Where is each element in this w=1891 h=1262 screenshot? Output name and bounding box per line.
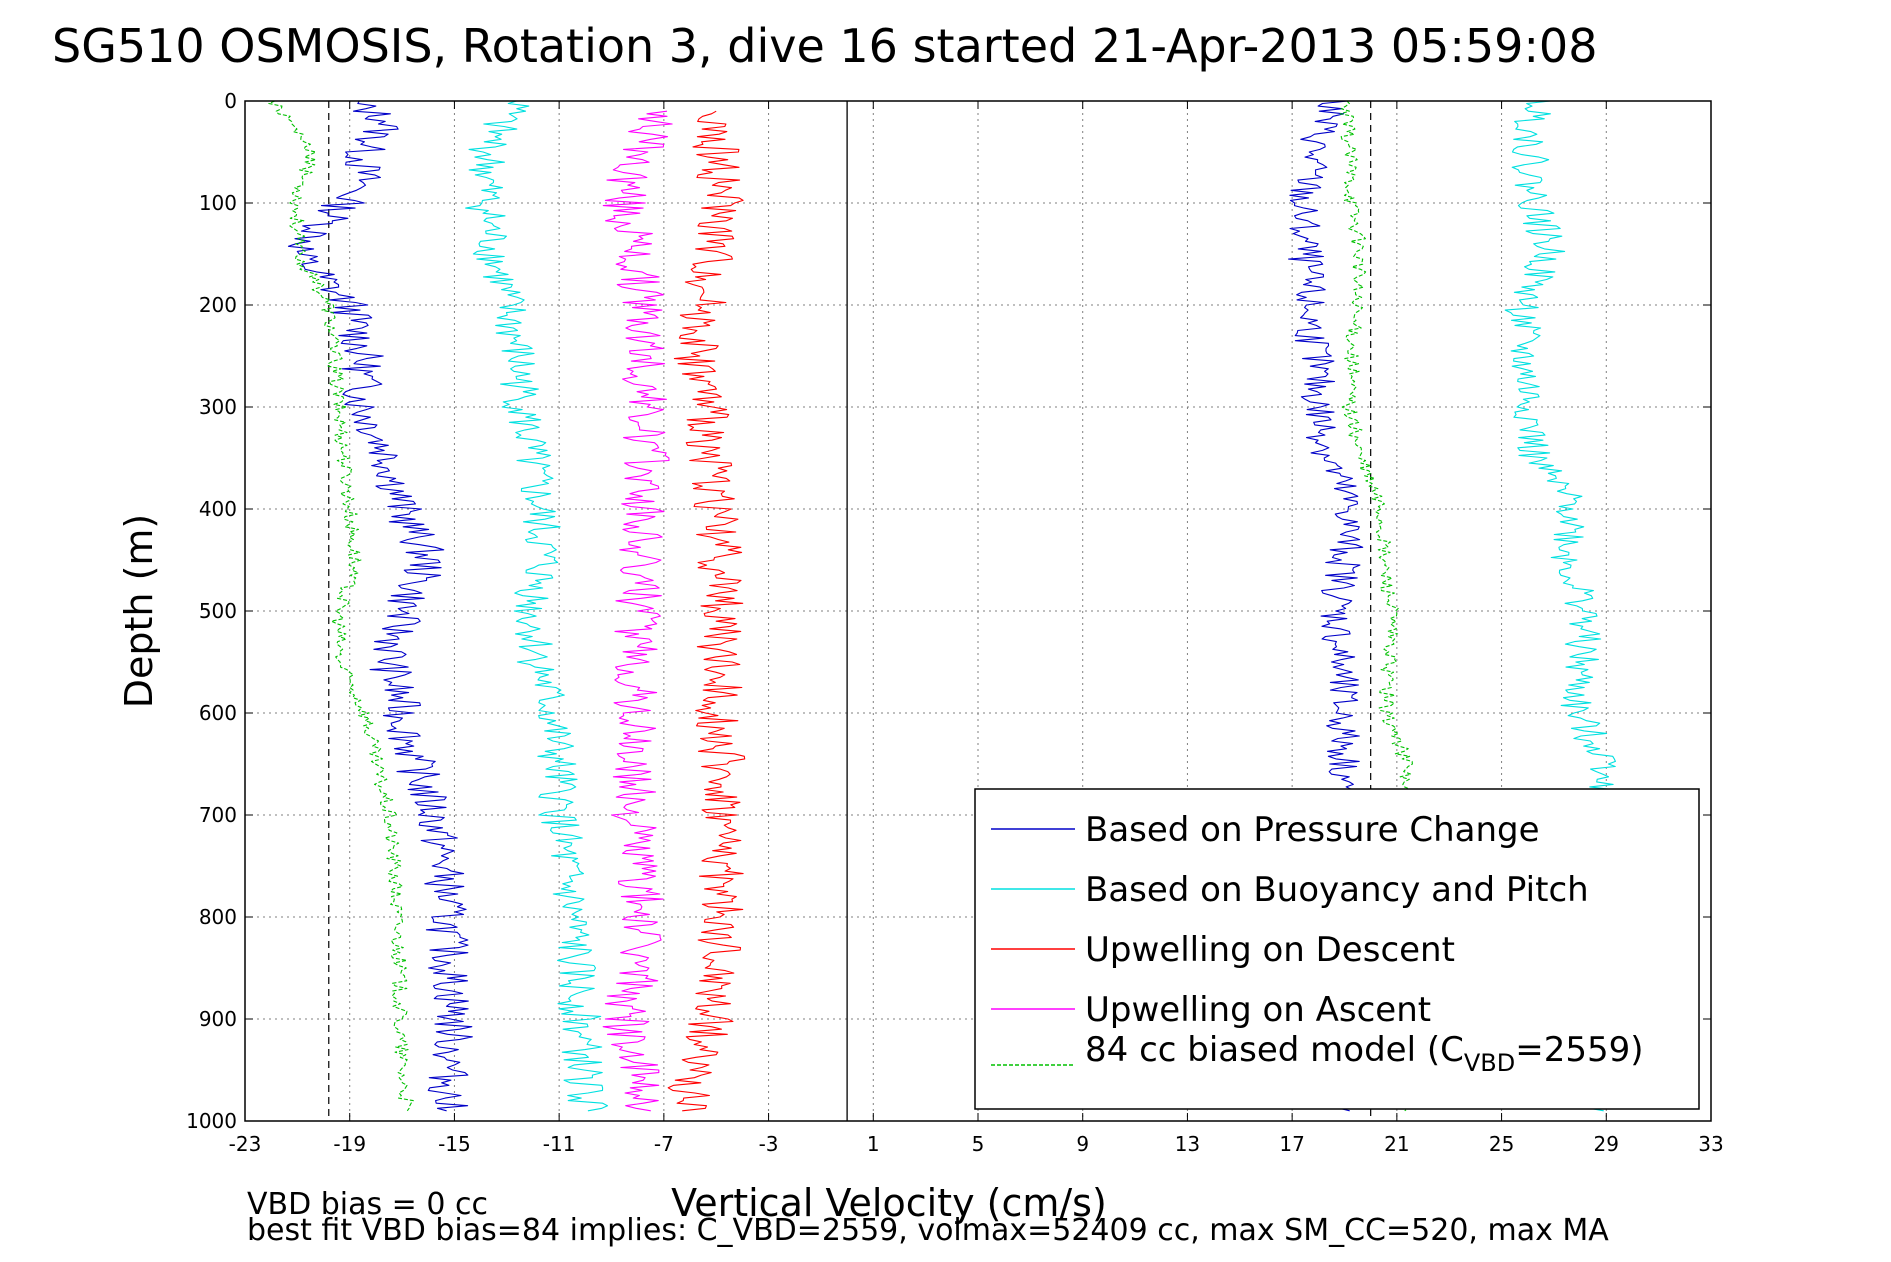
legend-model-prefix: 84 cc biased model (C xyxy=(1085,1030,1464,1070)
x-tick-label: -11 xyxy=(543,1132,576,1156)
chart-title: SG510 OSMOSIS, Rotation 3, dive 16 start… xyxy=(52,19,1597,73)
x-tick-label: -3 xyxy=(759,1132,779,1156)
legend-box xyxy=(974,788,1700,1110)
legend-label-model: 84 cc biased model (CVBD=2559) xyxy=(1085,1030,1644,1077)
plot-layer xyxy=(268,100,1623,1121)
y-tick-label: 600 xyxy=(199,701,237,725)
y-tick-label: 700 xyxy=(199,803,237,827)
x-tick-label: 9 xyxy=(1076,1132,1089,1156)
y-tick-label: 800 xyxy=(199,905,237,929)
x-tick-label: 1 xyxy=(867,1132,880,1156)
x-tick-label: 17 xyxy=(1279,1132,1304,1156)
legend-label-upwelling-on-ascent: Upwelling on Ascent xyxy=(1085,990,1431,1030)
x-tick-label: -23 xyxy=(229,1132,262,1156)
x-tick-label: 5 xyxy=(972,1132,985,1156)
x-tick-label: 33 xyxy=(1698,1132,1723,1156)
tick-layer: -23 -19 -15 -11 -7 -3 1 5 9 13 17 21 25 29 33 0 100 200 30… xyxy=(186,89,1724,1156)
legend-model-suffix: =2559) xyxy=(1515,1030,1643,1070)
x-tick-label: 21 xyxy=(1384,1132,1409,1156)
series-based-on-buoyancy-and-pitch-descent xyxy=(465,100,609,1112)
x-tick-label: -7 xyxy=(654,1132,674,1156)
y-tick-label: 100 xyxy=(199,191,237,215)
y-tick-label: 1000 xyxy=(186,1109,237,1133)
y-tick-label: 0 xyxy=(224,89,237,113)
best-fit-note: best fit VBD bias=84 implies: C_VBD=2559… xyxy=(247,1213,1609,1248)
bias-note: VBD bias = 0 cc xyxy=(247,1187,488,1222)
series-based-on-pressure-change-descent xyxy=(287,100,473,1112)
legend-entries: Based on Pressure Change Based on Buoyanc… xyxy=(991,810,1589,1030)
x-tick-label: 25 xyxy=(1489,1132,1514,1156)
y-tick-label: 200 xyxy=(199,293,237,317)
legend-label-based-on-pressure-change: Based on Pressure Change xyxy=(1085,810,1540,850)
x-tick-label: 29 xyxy=(1594,1132,1619,1156)
y-tick-label: 500 xyxy=(199,599,237,623)
legend-model-subscript: VBD xyxy=(1464,1049,1515,1077)
y-axis-label: Depth (m) xyxy=(117,514,161,709)
legend: Based on Pressure Change Based on Buoyanc… xyxy=(974,788,1700,1110)
legend-label-upwelling-on-descent: Upwelling on Descent xyxy=(1085,930,1455,970)
x-axis-label: Vertical Velocity (cm/s) xyxy=(671,1181,1107,1225)
legend-label-based-on-buoyancy-and-pitch: Based on Buoyancy and Pitch xyxy=(1085,870,1589,910)
x-tick-label: -19 xyxy=(333,1132,366,1156)
x-tick-label: 13 xyxy=(1175,1132,1200,1156)
series-upwelling-on-ascent xyxy=(602,110,673,1112)
series-84-cc-biased-model-c-vbd-2559-ascent xyxy=(1339,100,1414,1112)
x-tick-label: -15 xyxy=(438,1132,471,1156)
series-upwelling-on-descent xyxy=(667,110,746,1112)
y-tick-label: 900 xyxy=(199,1007,237,1031)
y-tick-label: 300 xyxy=(199,395,237,419)
series-84-cc-biased-model-c-vbd-2559-descent xyxy=(268,100,414,1112)
y-tick-label: 400 xyxy=(199,497,237,521)
